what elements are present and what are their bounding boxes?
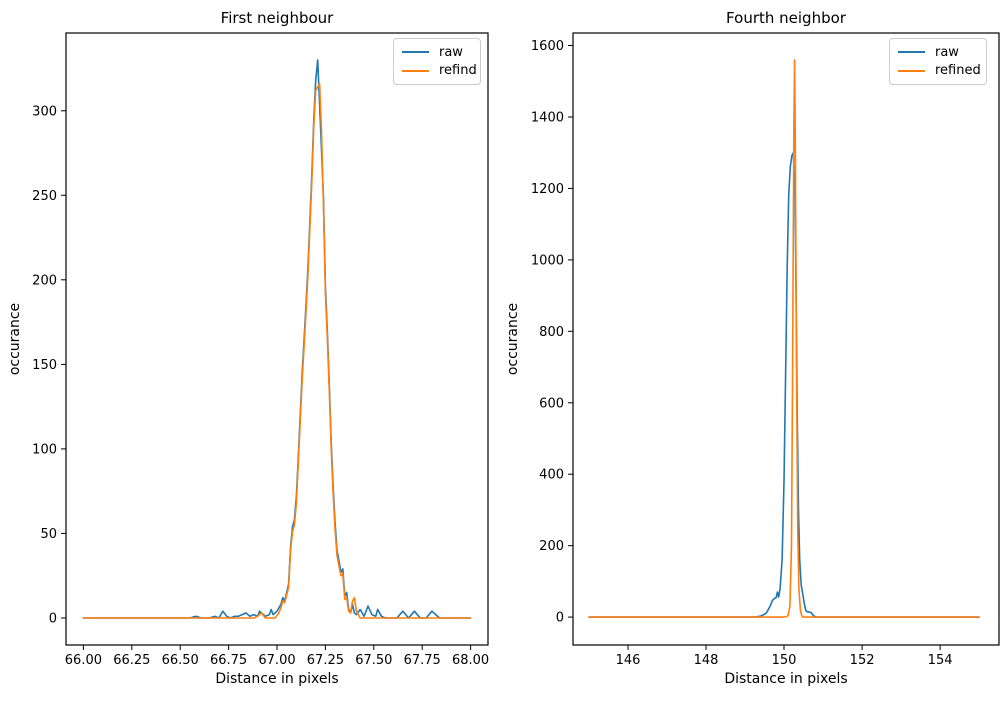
series-raw-line [588,151,980,618]
right-yaxis-label: occurance [505,302,521,376]
y-tick-label: 1200 [531,182,564,197]
y-tick-label: 1400 [531,111,564,126]
x-tick-label: 146 [616,653,641,668]
legend-entry-raw: raw [898,43,978,62]
y-tick-label: 1000 [531,253,564,268]
x-tick-label: 66.75 [210,653,247,668]
raw-line-sample [402,51,429,54]
left-yaxis-label: occurance [7,302,23,376]
legend-entry-refind: refind [402,62,477,81]
legend-label-refined: refined [935,63,981,79]
y-tick-label: 800 [539,325,564,340]
y-tick-label: 600 [539,396,564,411]
legend-entry-raw: raw [402,43,472,62]
y-tick-label: 0 [49,612,57,627]
y-tick-label: 0 [556,611,564,626]
legend-entry-refined: refined [898,62,981,81]
axes-frame [572,32,1000,646]
x-tick-label: 68.00 [452,653,489,668]
legend-label-raw: raw [935,44,959,60]
right-legend: raw refined [889,38,987,85]
right-plot-title: Fourth neighbor [726,9,846,27]
x-tick-label: 67.75 [404,653,441,668]
left-plot-title: First neighbour [220,9,334,27]
legend-label-raw: raw [439,44,463,60]
axes-frame [65,32,489,646]
x-tick-label: 150 [772,653,797,668]
series-refind-line [82,82,472,619]
x-tick-label: 154 [928,653,953,668]
left-legend: raw refind [393,38,481,85]
refined-line-sample [898,69,925,72]
y-tick-label: 50 [40,527,57,542]
y-tick-label: 400 [539,468,564,483]
axes-2: 146 148 150 152 154 0 200 400 600 800 1000 1200 1400… [531,32,1000,668]
x-tick-label: 66.00 [65,653,102,668]
x-tick-label: 148 [694,653,719,668]
right-xaxis-label: Distance in pixels [724,671,848,687]
x-tick-label: 67.25 [307,653,344,668]
legend-label-refind: refind [439,63,477,79]
series-refined-line [588,58,980,618]
left-xaxis-label: Distance in pixels [215,671,339,687]
y-tick-label: 200 [539,539,564,554]
axes-1: 66.00 66.25 66.50 66.75 67.00 67.25 67.50 67.75… [32,32,489,668]
raw-line-sample [898,51,925,54]
y-tick-label: 200 [32,273,57,288]
y-tick-label: 150 [32,358,57,373]
y-tick-label: 100 [32,442,57,457]
x-tick-label: 67.50 [355,653,392,668]
refind-line-sample [402,69,429,72]
series-raw-line [82,59,472,619]
y-tick-label: 250 [32,189,57,204]
x-tick-label: 152 [850,653,875,668]
y-tick-label: 1600 [531,39,564,54]
x-tick-label: 66.50 [162,653,199,668]
y-tick-label: 300 [32,104,57,119]
x-tick-label: 66.25 [113,653,150,668]
x-tick-label: 67.00 [258,653,295,668]
